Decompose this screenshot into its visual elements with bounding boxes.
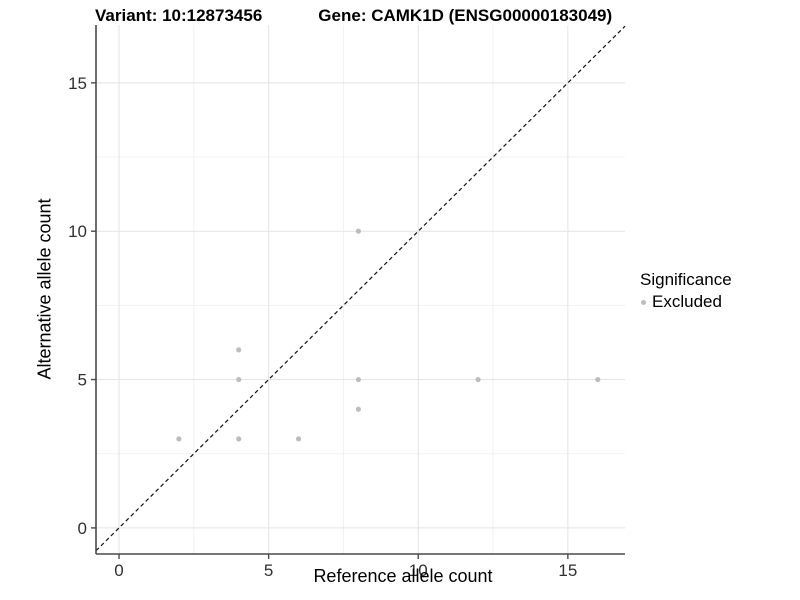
x-tick-label: 5: [264, 561, 273, 580]
data-point: [355, 406, 362, 412]
plot-title-variant: Variant: 10:12873456: [95, 6, 263, 25]
y-tick-label: 5: [78, 371, 87, 390]
data-point: [236, 436, 242, 442]
x-tick-label: 15: [558, 561, 577, 580]
legend-title: Significance: [640, 270, 732, 289]
data-point: [236, 376, 242, 383]
x-tick-label: 10: [409, 561, 428, 580]
identity-line: [95, 25, 626, 552]
data-point: [295, 436, 302, 442]
data-point: [355, 376, 362, 383]
y-tick-label: 10: [68, 222, 87, 241]
x-axis-label: Reference allele count: [313, 566, 493, 586]
data-point: [236, 347, 242, 353]
plot-title-gene: Gene: CAMK1D (ENSG00000183049): [318, 6, 613, 25]
data-point: [595, 376, 601, 383]
legend-item-excluded: Excluded: [641, 292, 732, 312]
x-tick-label: 0: [114, 561, 123, 580]
legend: Significance Excluded: [640, 270, 732, 312]
data-point: [355, 228, 362, 234]
data-point: [475, 376, 481, 383]
y-tick-label: 15: [68, 74, 87, 93]
legend-item-label: Excluded: [652, 292, 722, 311]
data-point: [176, 436, 182, 442]
plot-title-row: Variant: 10:12873456 Gene: CAMK1D (ENSG0…: [95, 6, 612, 26]
legend-point-icon: [641, 299, 646, 305]
y-axis-label: Alternative allele count: [34, 198, 55, 380]
y-tick-label: 0: [78, 519, 87, 538]
